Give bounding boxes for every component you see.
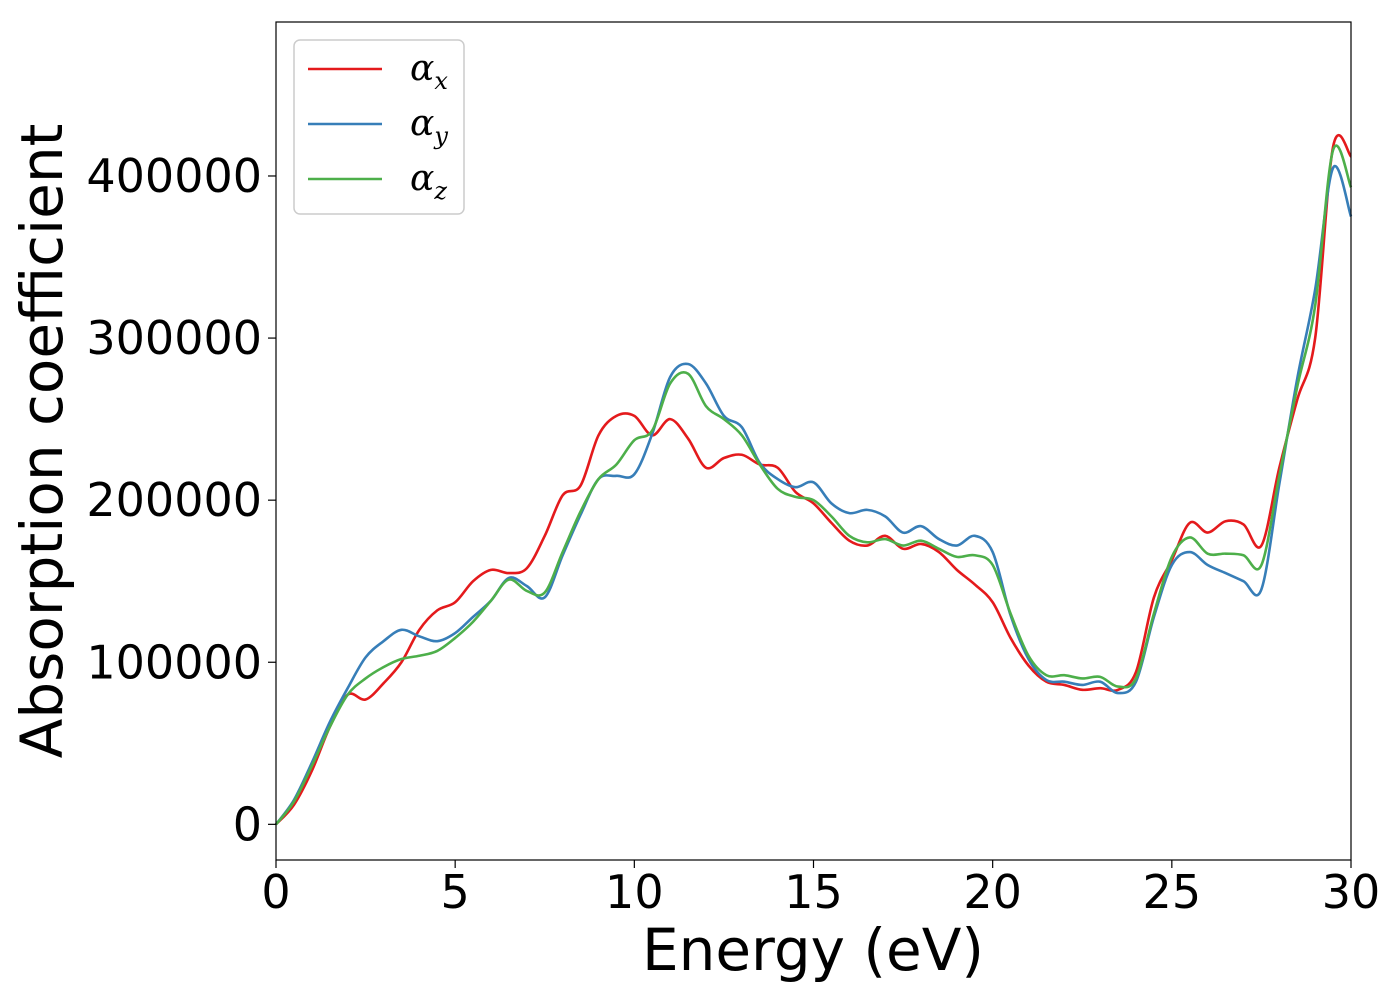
series-line-alpha-y: [274, 164, 1353, 826]
y-tick-label: 200000: [86, 473, 262, 527]
x-axis-title: Energy (eV): [642, 916, 984, 984]
series-line-alpha-z: [274, 144, 1353, 826]
x-tick-label: 25: [1143, 865, 1202, 919]
y-tick-label: 100000: [86, 635, 262, 689]
y-tick-label: 0: [233, 797, 262, 851]
x-axis: 0 5 10 15 20 25 30: [261, 860, 1380, 919]
x-tick-label: 20: [963, 865, 1022, 919]
x-tick-label: 5: [441, 865, 470, 919]
y-tick-label: 300000: [86, 311, 262, 365]
x-tick-label: 0: [261, 865, 290, 919]
x-tick-label: 10: [605, 865, 664, 919]
series-line-alpha-x: [275, 134, 1353, 826]
legend-box: [293, 39, 465, 215]
y-axis: 0 100000 200000 300000 400000: [86, 149, 276, 851]
series-layer: [274, 134, 1353, 826]
y-axis-title: Absorption coefficient: [8, 124, 76, 759]
x-tick-label: 15: [784, 865, 843, 919]
x-tick-label: 30: [1322, 865, 1381, 919]
y-tick-label: 400000: [86, 149, 262, 203]
